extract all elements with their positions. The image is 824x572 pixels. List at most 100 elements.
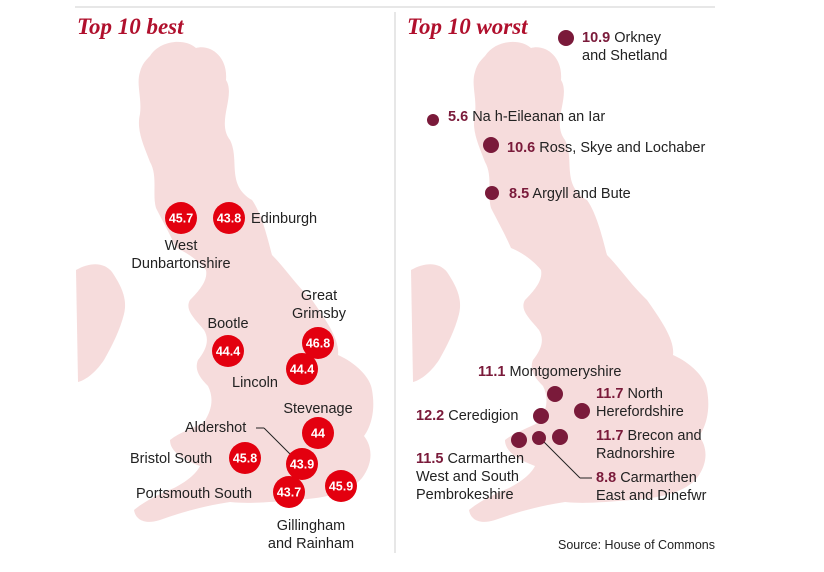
best-place-name: Aldershot xyxy=(185,420,246,436)
best-value-label: 45.7 xyxy=(169,212,193,226)
worst-value-label: 10.9 xyxy=(582,30,610,46)
worst-place-label: 10.6 Ross, Skye and Lochaber xyxy=(507,140,705,156)
worst-marker-circle xyxy=(483,137,499,153)
marker-carmarthen-west-and-south-pembrokeshire: 11.5 Carmarthen West and South Pembrokeshi… xyxy=(416,432,527,503)
marker-montgomeryshire: 11.1 Montgomeryshire xyxy=(478,364,621,402)
worst-value-label: 11.1 xyxy=(478,364,505,380)
marker-ross-skye-and-lochaber: 10.6 Ross, Skye and Lochaber xyxy=(483,137,705,156)
worst-value-label: 12.2 xyxy=(416,408,444,424)
best-panel-title: Top 10 best xyxy=(77,14,184,39)
best-marker-circle xyxy=(165,202,197,234)
uk-map-right xyxy=(411,41,709,522)
best-place-name: Grimsby xyxy=(292,306,347,322)
marker-ceredigion: 12.2 Ceredigion xyxy=(416,408,549,424)
worst-place-name: Brecon and xyxy=(623,428,701,444)
worst-place-name: East and Dinefwr xyxy=(596,488,707,504)
source-note: Source: House of Commons xyxy=(558,538,715,552)
great-britain-shape xyxy=(469,41,709,522)
worst-marker-circle xyxy=(558,30,574,46)
marker-na-h-eileanan-an-iar: 5.6 Na h-Eileanan an Iar xyxy=(427,109,605,126)
best-place-name: Portsmouth South xyxy=(136,486,252,502)
best-place-name: Bristol South xyxy=(130,451,212,467)
best-value-label: 43.8 xyxy=(217,212,241,226)
best-place-name: Stevenage xyxy=(283,401,352,417)
worst-place-name: Pembrokeshire xyxy=(416,487,514,503)
worst-value-label: 11.5 xyxy=(416,451,443,467)
best-marker-circle xyxy=(302,327,334,359)
leader-line-carmarthen-east xyxy=(539,437,581,479)
best-value-label: 44 xyxy=(311,427,325,441)
marker-bristol-south: 45.8 Bristol South xyxy=(130,442,261,474)
worst-place-name: Montgomeryshire xyxy=(505,364,621,380)
marker-aldershot: 43.9 Aldershot xyxy=(185,420,318,480)
worst-place-label: 10.9 Orkney xyxy=(582,30,662,46)
best-place-name: Gillingham xyxy=(277,518,346,534)
best-marker-circle xyxy=(286,353,318,385)
best-value-label: 45.8 xyxy=(233,452,257,466)
worst-marker-circle xyxy=(532,431,546,445)
marker-west-dunbartonshire: 45.7 West Dunbartonshire xyxy=(131,202,231,272)
worst-place-name: Ceredigion xyxy=(444,408,518,424)
best-place-name: West xyxy=(165,238,198,254)
worst-value-label: 11.7 xyxy=(596,428,623,444)
best-place-name: and Rainham xyxy=(268,536,354,552)
worst-value-label: 11.7 xyxy=(596,386,623,402)
worst-marker-circle xyxy=(485,186,499,200)
marker-orkney-and-shetland: 10.9 Orkney and Shetland xyxy=(558,30,667,64)
worst-value-label: 10.6 xyxy=(507,140,535,156)
worst-marker-circle xyxy=(547,386,563,402)
best-place-name: Edinburgh xyxy=(251,211,317,227)
worst-marker-circle xyxy=(427,114,439,126)
worst-place-name: Argyll and Bute xyxy=(529,186,631,202)
worst-place-name: Radnorshire xyxy=(596,446,675,462)
marker-lincoln: 44.4 Lincoln xyxy=(232,353,318,391)
worst-place-name: Orkney xyxy=(610,30,662,46)
worst-place-name: West and South xyxy=(416,469,519,485)
worst-value-label: 8.8 xyxy=(596,470,616,486)
best-value-label: 45.9 xyxy=(329,480,353,494)
worst-place-label: 8.5 Argyll and Bute xyxy=(509,186,631,202)
marker-bootle: 44.4 Bootle xyxy=(207,316,249,367)
best-marker-circle xyxy=(213,202,245,234)
worst-place-label: 11.7 North xyxy=(596,386,663,402)
worst-place-name: Carmarthen xyxy=(616,470,697,486)
worst-value-label: 5.6 xyxy=(448,109,468,125)
marker-edinburgh: 43.8 Edinburgh xyxy=(213,202,317,234)
worst-place-name: Na h-Eileanan an Iar xyxy=(468,109,605,125)
worst-marker-circle xyxy=(533,408,549,424)
best-place-name: Bootle xyxy=(207,316,248,332)
best-marker-circle xyxy=(273,476,305,508)
best-marker-circle xyxy=(212,335,244,367)
worst-place-label: 12.2 Ceredigion xyxy=(416,408,518,424)
ireland-shape xyxy=(411,264,461,382)
worst-place-label: 5.6 Na h-Eileanan an Iar xyxy=(448,109,605,125)
uk-map-left xyxy=(76,41,374,522)
best-place-name: Great xyxy=(301,288,337,304)
worst-place-name: North xyxy=(623,386,663,402)
best-value-label: 46.8 xyxy=(306,337,330,351)
best-marker-circle xyxy=(325,470,357,502)
marker-portsmouth-south: 43.7 Portsmouth South xyxy=(136,476,305,508)
marker-brecon-and-radnorshire: 11.7 Brecon and Radnorshire xyxy=(552,428,702,462)
best-value-label: 44.4 xyxy=(216,345,240,359)
ireland-shape xyxy=(76,264,126,382)
best-value-label: 44.4 xyxy=(290,363,314,377)
worst-marker-circle xyxy=(552,429,568,445)
best-markers: 45.7 West Dunbartonshire 43.8 Edinburgh 46.8 G… xyxy=(130,202,357,552)
marker-great-grimsby: 46.8 Great Grimsby xyxy=(292,288,347,359)
best-value-label: 43.7 xyxy=(277,486,301,500)
worst-place-label: 11.1 Montgomeryshire xyxy=(478,364,621,380)
worst-value-label: 8.5 xyxy=(509,186,529,202)
worst-place-label: 11.5 Carmarthen xyxy=(416,451,524,467)
best-place-name: Lincoln xyxy=(232,375,278,391)
best-marker-circle xyxy=(229,442,261,474)
worst-place-name: and Shetland xyxy=(582,48,667,64)
best-marker-circle xyxy=(286,448,318,480)
marker-gillingham-and-rainham: 45.9 Gillingham and Rainham xyxy=(268,470,357,552)
worst-panel-title: Top 10 worst xyxy=(407,14,528,39)
great-britain-shape xyxy=(134,41,374,522)
worst-place-name: Herefordshire xyxy=(596,404,684,420)
marker-carmarthen-east-and-dinefwr: 8.8 Carmarthen East and Dinefwr xyxy=(532,431,707,504)
